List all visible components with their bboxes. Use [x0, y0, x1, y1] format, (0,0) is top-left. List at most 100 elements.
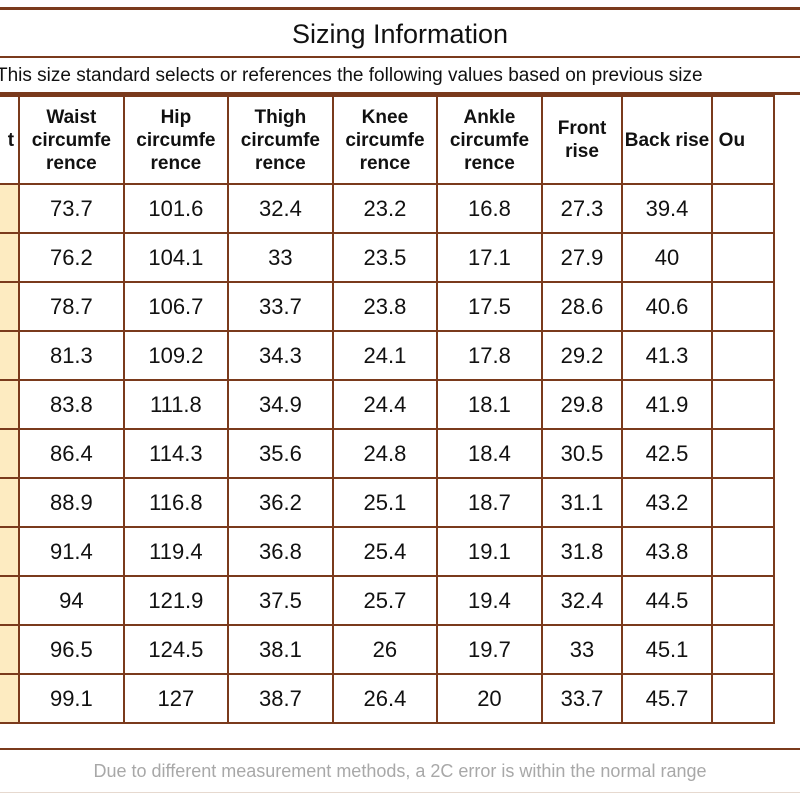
- table-cell-hip: 104.1: [122, 232, 230, 283]
- table-cell-hip: 106.7: [122, 281, 230, 332]
- table-cell-front_rise: 27.9: [540, 232, 624, 283]
- size-label-cell: [0, 281, 21, 332]
- table-cell-outseam: [710, 232, 776, 283]
- header-cell-waist: Waist circumfe rence: [18, 95, 125, 185]
- table-cell-back_rise: 40.6: [621, 281, 713, 332]
- table-cell-hip: 116.8: [122, 477, 230, 528]
- table-row: 76.2 104.1 33 23.5 17.1 27.9 40: [0, 232, 776, 283]
- table-cell-back_rise: 42.5: [621, 428, 713, 479]
- table-row: 73.7 101.6 32.4 23.2 16.8 27.3 39.4: [0, 183, 776, 234]
- table-cell-thigh: 34.3: [227, 330, 334, 381]
- size-label-cell: [0, 330, 21, 381]
- table-cell-ankle: 17.8: [436, 330, 543, 381]
- size-label-cell: [0, 526, 21, 577]
- table-cell-waist: 86.4: [18, 428, 125, 479]
- table-row: 94 121.9 37.5 25.7 19.4 32.4 44.5: [0, 575, 776, 626]
- size-label-cell: [0, 379, 21, 430]
- table-cell-thigh: 33: [227, 232, 334, 283]
- subtitle-text: This size standard selects or references…: [0, 65, 703, 86]
- table-cell-hip: 111.8: [122, 379, 230, 430]
- table-cell-waist: 73.7: [18, 183, 125, 234]
- table-cell-back_rise: 45.7: [621, 673, 713, 724]
- table-cell-thigh: 33.7: [227, 281, 334, 332]
- table-cell-back_rise: 43.2: [621, 477, 713, 528]
- table-cell-waist: 99.1: [18, 673, 125, 724]
- table-cell-front_rise: 29.2: [540, 330, 624, 381]
- table-cell-knee: 24.8: [331, 428, 439, 479]
- table-cell-knee: 23.2: [331, 183, 439, 234]
- table-cell-waist: 96.5: [18, 624, 125, 675]
- header-cell-thigh: Thigh circumfe rence: [227, 95, 334, 185]
- table-cell-ankle: 17.1: [436, 232, 543, 283]
- top-border: [0, 0, 800, 10]
- header-cell-ankle: Ankle circumfe rence: [436, 95, 543, 185]
- table-cell-knee: 25.1: [331, 477, 439, 528]
- table-cell-waist: 94: [18, 575, 125, 626]
- size-label-cell: [0, 673, 21, 724]
- header-cell-front-rise: Front rise: [540, 95, 624, 185]
- table-cell-back_rise: 41.9: [621, 379, 713, 430]
- table-cell-outseam: [710, 428, 776, 479]
- table-cell-knee: 25.7: [331, 575, 439, 626]
- table-cell-thigh: 34.9: [227, 379, 334, 430]
- table-row: 96.5 124.5 38.1 26 19.7 33 45.1: [0, 624, 776, 675]
- table-cell-front_rise: 29.8: [540, 379, 624, 430]
- table-cell-ankle: 18.7: [436, 477, 543, 528]
- table-cell-outseam: [710, 379, 776, 430]
- table-row: 86.4 114.3 35.6 24.8 18.4 30.5 42.5: [0, 428, 776, 479]
- size-label-cell: [0, 183, 21, 234]
- table-cell-waist: 76.2: [18, 232, 125, 283]
- table-cell-back_rise: 44.5: [621, 575, 713, 626]
- table-cell-front_rise: 32.4: [540, 575, 624, 626]
- table-cell-outseam: [710, 624, 776, 675]
- table-cell-ankle: 20: [436, 673, 543, 724]
- subtitle-row: This size standard selects or references…: [0, 58, 800, 95]
- table-cell-front_rise: 30.5: [540, 428, 624, 479]
- table-cell-knee: 26.4: [331, 673, 439, 724]
- table-cell-ankle: 19.7: [436, 624, 543, 675]
- table-cell-thigh: 36.8: [227, 526, 334, 577]
- table-cell-back_rise: 41.3: [621, 330, 713, 381]
- table-cell-waist: 78.7: [18, 281, 125, 332]
- size-label-cell: [0, 232, 21, 283]
- table-cell-knee: 24.1: [331, 330, 439, 381]
- table-cell-hip: 101.6: [122, 183, 230, 234]
- size-label-cell: [0, 428, 21, 479]
- table-cell-outseam: [710, 575, 776, 626]
- table-cell-back_rise: 40: [621, 232, 713, 283]
- table-cell-back_rise: 45.1: [621, 624, 713, 675]
- table-cell-outseam: [710, 330, 776, 381]
- table-cell-front_rise: 33.7: [540, 673, 624, 724]
- table-cell-front_rise: 31.1: [540, 477, 624, 528]
- header-row: t Waist circumfe rence Hip circumfe renc…: [0, 95, 776, 185]
- table-cell-knee: 24.4: [331, 379, 439, 430]
- table-cell-hip: 114.3: [122, 428, 230, 479]
- header-cell-stub: t: [0, 95, 21, 185]
- table-cell-thigh: 32.4: [227, 183, 334, 234]
- header-cell-hip: Hip circumfe rence: [122, 95, 230, 185]
- table-cell-front_rise: 28.6: [540, 281, 624, 332]
- table-cell-back_rise: 43.8: [621, 526, 713, 577]
- table-cell-outseam: [710, 183, 776, 234]
- table-cell-thigh: 38.1: [227, 624, 334, 675]
- table-row: 81.3 109.2 34.3 24.1 17.8 29.2 41.3: [0, 330, 776, 381]
- header-cell-back-rise: Back rise: [621, 95, 713, 185]
- size-label-cell: [0, 477, 21, 528]
- table-cell-outseam: [710, 673, 776, 724]
- table-cell-hip: 121.9: [122, 575, 230, 626]
- table-cell-outseam: [710, 281, 776, 332]
- sizing-table: t Waist circumfe rence Hip circumfe renc…: [0, 95, 776, 724]
- table-cell-front_rise: 31.8: [540, 526, 624, 577]
- table-cell-hip: 109.2: [122, 330, 230, 381]
- table-cell-ankle: 18.1: [436, 379, 543, 430]
- table-cell-hip: 127: [122, 673, 230, 724]
- table-cell-knee: 25.4: [331, 526, 439, 577]
- table-cell-waist: 83.8: [18, 379, 125, 430]
- table-cell-knee: 23.5: [331, 232, 439, 283]
- table-cell-waist: 88.9: [18, 477, 125, 528]
- table-row: 83.8 111.8 34.9 24.4 18.1 29.8 41.9: [0, 379, 776, 430]
- bottom-border: [0, 792, 800, 800]
- table-row: 91.4 119.4 36.8 25.4 19.1 31.8 43.8: [0, 526, 776, 577]
- table-cell-front_rise: 33: [540, 624, 624, 675]
- table-cell-outseam: [710, 526, 776, 577]
